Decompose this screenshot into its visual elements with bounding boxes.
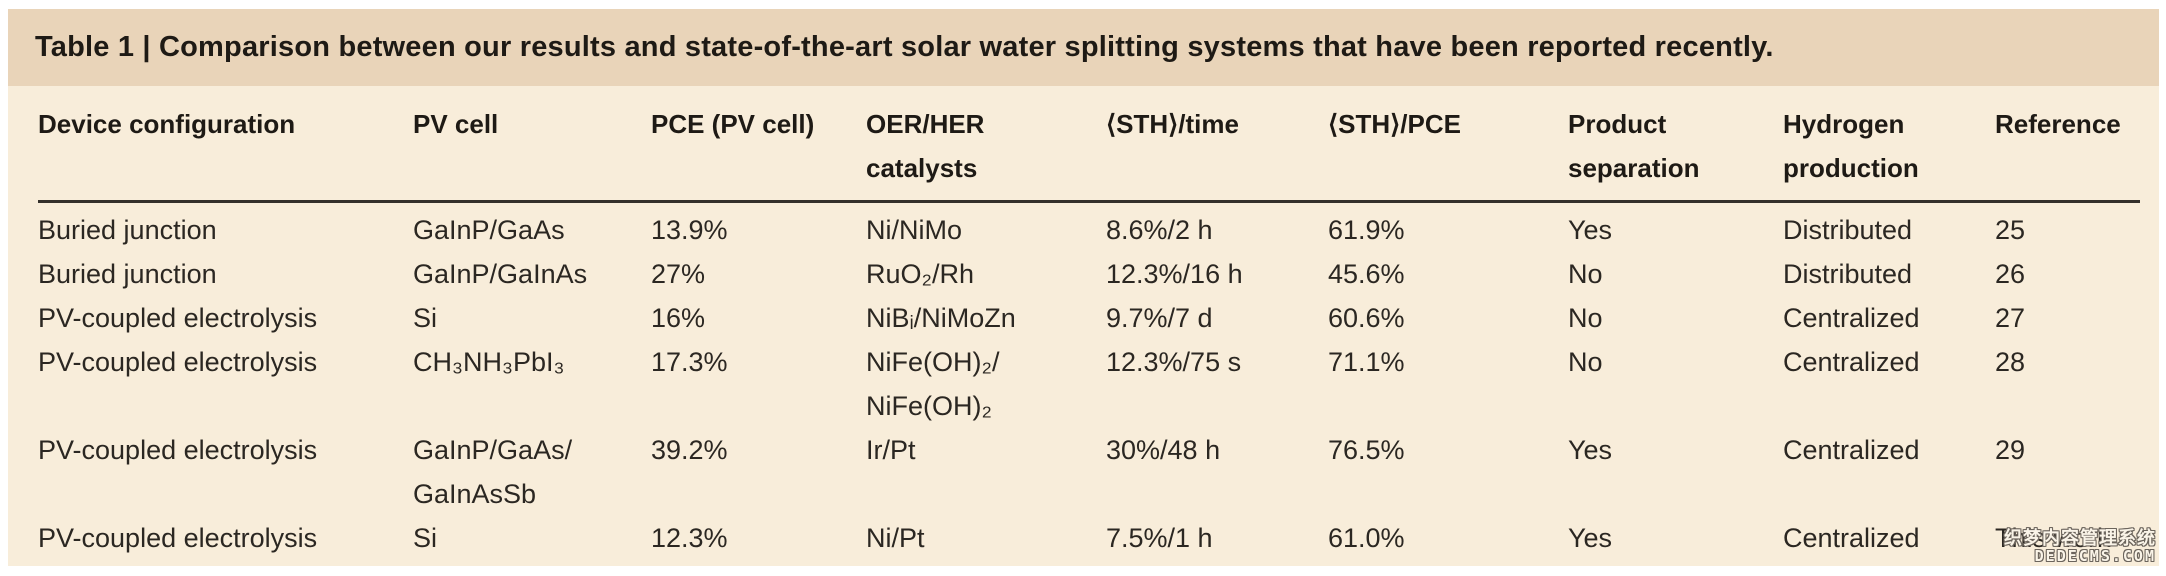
table-cell: 25 (1995, 215, 2026, 245)
table-cell: Yes (1568, 215, 1613, 245)
table-row: PV-coupled electrolysis Si 12.3% Ni/Pt 7.5%/… (38, 516, 2140, 560)
watermark-site-url: DEDECMS.COM (2034, 547, 2156, 565)
table-cell: No (1568, 303, 1603, 333)
table-cell: Centralized (1783, 347, 1920, 377)
table-cell: GaInP/GaAs/ GaInAsSb (413, 435, 573, 509)
table-cell: Centralized (1783, 523, 1920, 553)
table-cell: PV-coupled electrolysis (38, 303, 318, 333)
table-cell: NiBᵢ/NiMoZn (866, 303, 1016, 333)
table-cell: 13.9% (651, 215, 728, 245)
table-cell: Si (413, 303, 438, 333)
table-cell: 61.0% (1328, 523, 1405, 553)
table-cell: No (1568, 259, 1603, 289)
table-cell: Buried junction (38, 259, 217, 289)
table-cell: Centralized (1783, 435, 1920, 465)
table-cell: PV-coupled electrolysis (38, 523, 318, 553)
table-cell: 28 (1995, 347, 2026, 377)
column-header-sth-pce: ⟨STH⟩/PCE (1328, 94, 1568, 203)
table-cell: PV-coupled electrolysis (38, 347, 318, 377)
table-cell: PV-coupled electrolysis (38, 435, 318, 465)
table-cell: No (1568, 347, 1603, 377)
table-cell: 61.9% (1328, 215, 1405, 245)
table-cell: 27 (1995, 303, 2026, 333)
column-header-product-separation: Product separation (1568, 94, 1783, 203)
table-cell: NiFe(OH)₂/ NiFe(OH)₂ (866, 347, 1000, 421)
column-header-oer-her-catalysts: OER/HER catalysts (866, 94, 1106, 203)
table-row: PV-coupled electrolysis GaInP/GaAs/ GaInA… (38, 428, 2140, 516)
table-cell: 60.6% (1328, 303, 1405, 333)
table-cell: 29 (1995, 435, 2026, 465)
table-cell: CH₃NH₃PbI₃ (413, 347, 565, 377)
table-row: PV-coupled electrolysis Si 16% NiBᵢ/NiMoZn 9… (38, 296, 2140, 340)
table-cell: 7.5%/1 h (1106, 523, 1213, 553)
column-header-reference: Reference (1995, 94, 2140, 203)
watermark-cms-name: 织梦内容管理系统 (2004, 528, 2156, 548)
table-cell: Distributed (1783, 259, 1913, 289)
table-cell: 71.1% (1328, 347, 1405, 377)
table-cell: RuO₂/Rh (866, 259, 975, 289)
column-header-hydrogen-production: Hydrogen production (1783, 94, 1995, 203)
table-cell: Distributed (1783, 215, 1913, 245)
table-cell: 9.7%/7 d (1106, 303, 1213, 333)
table-cell: 39.2% (651, 435, 728, 465)
table-row: Buried junction GaInP/GaInAs 27% RuO₂/Rh 12.… (38, 252, 2140, 296)
column-header-pv-cell: PV cell (413, 94, 651, 203)
column-header-sth-time: ⟨STH⟩/time (1106, 94, 1328, 203)
table-cell: Yes (1568, 435, 1613, 465)
table-cell: 76.5% (1328, 435, 1405, 465)
table-body: Buried junction GaInP/GaAs 13.9% Ni/NiMo 8.6… (38, 202, 2140, 561)
table-cell: 26 (1995, 259, 2026, 289)
table-cell: Centralized (1783, 303, 1920, 333)
table-cell: 16% (651, 303, 706, 333)
table-title-bar: Table 1 | Comparison between our results… (8, 9, 2159, 86)
table-cell: Ni/Pt (866, 523, 925, 553)
table-cell: Yes (1568, 523, 1613, 553)
table-row: PV-coupled electrolysis CH₃NH₃PbI₃ 17.3% Ni… (38, 340, 2140, 428)
table-cell: GaInP/GaAs (413, 215, 565, 245)
table-cell: Buried junction (38, 215, 217, 245)
table-cell: GaInP/GaInAs (413, 259, 588, 289)
table-cell: 8.6%/2 h (1106, 215, 1213, 245)
table-cell: 12.3%/75 s (1106, 347, 1242, 377)
column-header-device-configuration: Device configuration (38, 94, 413, 203)
table-cell: 12.3% (651, 523, 728, 553)
column-header-pce-pv-cell: PCE (PV cell) (651, 94, 866, 203)
table-cell: Ni/NiMo (866, 215, 963, 245)
table-cell: This work (1995, 523, 2111, 553)
table-cell: 45.6% (1328, 259, 1405, 289)
table-cell: Si (413, 523, 438, 553)
table-cell: 17.3% (651, 347, 728, 377)
table-row: Buried junction GaInP/GaAs 13.9% Ni/NiMo 8.6… (38, 202, 2140, 253)
table-header-row: Device configuration PV cell PCE (PV cel… (38, 94, 2140, 203)
watermark: 织梦内容管理系统 DEDECMS.COM (2004, 528, 2156, 565)
table-area: Device configuration PV cell PCE (PV cel… (8, 86, 2159, 566)
table-title: Table 1 | Comparison between our results… (35, 31, 1774, 63)
table-cell: 30%/48 h (1106, 435, 1221, 465)
table-cell: 12.3%/16 h (1106, 259, 1243, 289)
table-panel: Table 1 | Comparison between our results… (8, 9, 2159, 566)
comparison-table: Device configuration PV cell PCE (PV cel… (38, 94, 2140, 560)
table-cell: Ir/Pt (866, 435, 916, 465)
table-cell: 27% (651, 259, 706, 289)
